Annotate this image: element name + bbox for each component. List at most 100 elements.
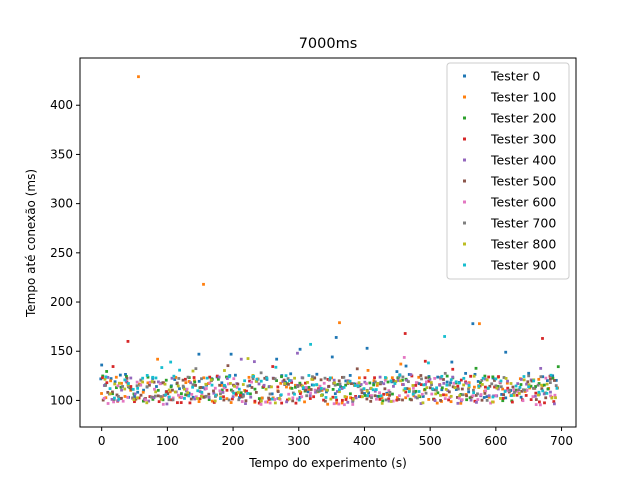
x-tick-label: 300 (287, 434, 310, 448)
data-point (517, 392, 521, 395)
data-point (135, 384, 139, 388)
legend-marker (463, 263, 466, 267)
data-point (225, 388, 229, 392)
data-point (237, 398, 241, 402)
data-point (106, 390, 110, 394)
data-point (111, 365, 115, 368)
data-point (495, 386, 499, 390)
data-point (506, 386, 510, 390)
data-point (306, 390, 310, 394)
data-point (313, 388, 317, 392)
data-point (178, 387, 181, 391)
data-point (525, 389, 529, 392)
data-point (420, 392, 424, 396)
data-point (301, 376, 305, 380)
data-point (113, 380, 117, 384)
data-point (389, 400, 393, 403)
data-point (374, 388, 378, 391)
data-point (216, 377, 220, 381)
data-point (248, 379, 251, 383)
data-point (457, 396, 461, 400)
data-point (405, 378, 409, 382)
data-point (375, 383, 379, 387)
data-point (464, 371, 468, 375)
data-point (324, 396, 328, 399)
data-point (402, 388, 406, 392)
legend-entry: Tester 900 (490, 258, 556, 273)
data-point (276, 385, 280, 389)
data-point (180, 392, 183, 396)
data-point (325, 390, 328, 394)
data-point (322, 381, 326, 385)
data-point (360, 395, 364, 399)
data-point (101, 374, 105, 378)
data-point (123, 395, 127, 398)
data-point (234, 392, 238, 396)
data-point (377, 394, 381, 398)
data-point (315, 383, 318, 386)
data-point (208, 381, 212, 385)
data-point (150, 380, 154, 383)
data-point (542, 383, 546, 387)
data-point (401, 378, 404, 382)
data-point (294, 385, 297, 389)
data-point (536, 383, 540, 387)
data-point (552, 379, 556, 382)
data-point (465, 398, 469, 402)
data-point (375, 397, 378, 401)
legend-entry: Tester 500 (490, 174, 556, 189)
data-point (167, 395, 171, 399)
data-point (530, 379, 534, 383)
data-point (549, 373, 553, 377)
data-point (105, 370, 109, 373)
data-point (545, 382, 549, 386)
data-point (456, 384, 460, 388)
data-point (159, 397, 163, 401)
data-point (246, 392, 250, 395)
data-point (529, 384, 533, 388)
data-point (362, 387, 366, 391)
data-point (439, 399, 442, 402)
data-point (465, 394, 468, 398)
data-point (298, 392, 302, 395)
data-point (433, 399, 437, 402)
data-point (117, 381, 121, 385)
data-point (472, 374, 476, 378)
data-point (231, 390, 235, 393)
data-point (272, 377, 275, 380)
data-point (340, 387, 344, 390)
data-point (193, 397, 197, 401)
data-point (404, 396, 408, 400)
data-point (283, 382, 287, 385)
data-point (188, 401, 192, 405)
data-point (248, 384, 252, 388)
data-point (414, 383, 418, 387)
data-point (125, 375, 128, 378)
data-point (414, 395, 418, 399)
data-point (383, 378, 387, 382)
y-tick-label: 300 (50, 197, 73, 211)
data-point (448, 383, 452, 387)
data-point (365, 346, 369, 350)
data-point (344, 398, 348, 401)
data-point (123, 378, 127, 382)
data-point (177, 377, 181, 380)
data-point (259, 371, 263, 375)
data-point (265, 376, 269, 380)
data-point (394, 380, 398, 383)
data-point (183, 396, 186, 400)
data-point (460, 398, 464, 402)
data-point (309, 391, 312, 395)
data-point (121, 385, 125, 388)
data-point (314, 390, 317, 394)
data-point (513, 390, 516, 394)
data-point (537, 382, 541, 385)
data-point (315, 389, 319, 393)
data-point (474, 393, 478, 397)
data-point (287, 392, 291, 396)
data-point (378, 375, 382, 379)
data-point (373, 380, 377, 384)
data-point (281, 380, 285, 383)
data-point (429, 381, 433, 384)
data-point (236, 382, 240, 386)
